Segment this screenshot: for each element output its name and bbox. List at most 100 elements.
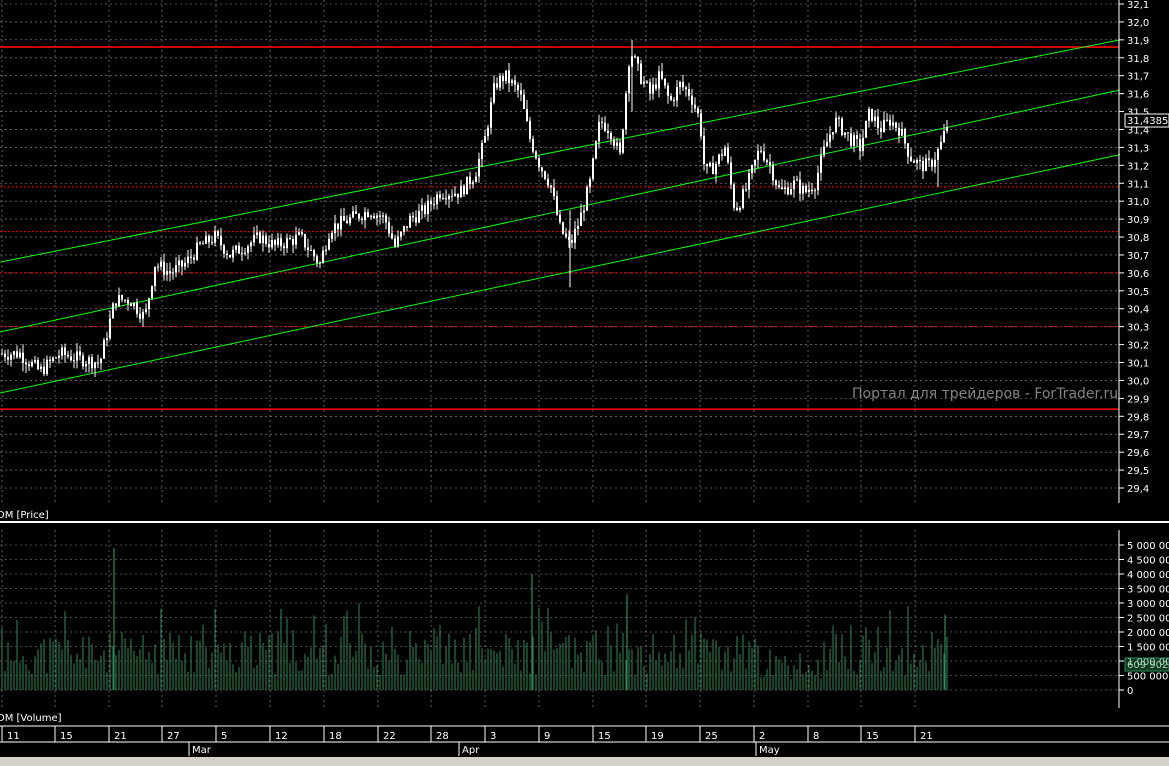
price-tick-label: 30,4 [1127,305,1149,316]
candle-body [253,235,255,243]
candle-body [853,135,855,146]
candle-body [91,357,93,369]
candle-body [841,118,843,136]
price-channel-line [0,154,1121,394]
candle-body [553,187,555,197]
candle-body [37,360,39,370]
candle-body [463,185,465,195]
candle-body [16,351,18,358]
candle-body [319,262,321,264]
candle-body [85,364,87,367]
candle-body [43,366,45,374]
candle-body [28,364,30,367]
candle-body [802,185,804,194]
candle-body [625,93,627,130]
volume-tick-label: 3 500 000 [1127,585,1169,596]
candle-body [49,359,51,362]
candle-body [4,353,6,358]
candle-body [268,243,270,248]
candle-body [844,132,846,136]
candle-body [259,232,261,243]
candle-body [496,83,498,88]
candle-body [382,215,384,217]
candle-body [517,84,519,91]
month-label: Mar [192,745,212,756]
price-pane[interactable]: Портал для трейдеров - ForTrader.ru [0,0,1121,503]
candle-body [289,238,291,240]
candle-body [301,232,303,235]
candle-body [556,196,558,215]
candle-body [652,84,654,94]
time-tick-label: 9 [544,731,550,742]
candle-body [913,160,915,163]
candle-body [232,249,234,258]
candle-body [256,232,258,236]
candle-body [46,359,48,374]
time-tick-label: 15 [60,731,73,742]
candle-body [163,261,165,275]
candle-body [592,158,594,180]
volume-tick-label: 0 [1127,686,1133,697]
candle-body [418,210,420,223]
candle-body [10,354,12,360]
candle-body [307,247,309,250]
candle-body [868,108,870,121]
candle-body [226,253,228,255]
candle-body [613,139,615,146]
candle-body [721,154,723,156]
candle-body [358,213,360,219]
volume-pane[interactable] [0,530,1119,708]
candle-body [442,198,444,200]
price-tick-label: 29,9 [1127,394,1149,405]
candle-body [610,132,612,140]
candle-body [223,245,225,254]
candle-body [403,226,405,232]
candle-body [679,81,681,88]
candle-body [64,347,66,355]
time-tick-label: 21 [114,731,127,742]
volume-tick-label: 500 000 [1127,672,1168,683]
candle-body [718,154,720,164]
price-tick-label: 31,7 [1127,72,1149,83]
time-tick-label: 21 [920,731,933,742]
candle-body [811,189,813,192]
candle-body [685,87,687,90]
price-candles [1,39,948,378]
time-tick-label: 3 [490,731,496,742]
last-volume-label: 609 902 [1127,660,1168,671]
time-tick-label: 11 [7,731,20,742]
candle-body [541,167,543,172]
price-tick-label: 30,7 [1127,251,1149,262]
candle-body [205,235,207,244]
candle-body [472,182,474,185]
volume-tick-label: 5 000 000 [1127,541,1169,552]
candle-body [523,94,525,109]
time-tick-label: 12 [275,731,288,742]
candle-body [658,71,660,89]
candle-body [421,205,423,211]
candle-body [748,173,750,190]
candle-body [907,143,909,157]
candle-body [676,87,678,101]
candle-body [19,352,21,358]
price-pane-label: DM [Price] [0,510,49,521]
candle-body [715,163,717,175]
candle-body [370,215,372,217]
candle-body [193,257,195,260]
candle-body [847,132,849,134]
candle-body [589,179,591,188]
candle-body [211,242,213,244]
candle-body [640,63,642,84]
candle-body [328,238,330,250]
candle-body [562,222,564,234]
candle-body [706,163,708,167]
candle-body [607,130,609,133]
candle-body [568,236,570,241]
candle-body [805,185,807,192]
volume-tick-label: 2 500 000 [1127,614,1169,625]
candle-body [616,142,618,146]
candle-body [1,353,3,355]
candle-body [505,70,507,82]
candle-body [436,194,438,205]
candle-body [385,215,387,223]
